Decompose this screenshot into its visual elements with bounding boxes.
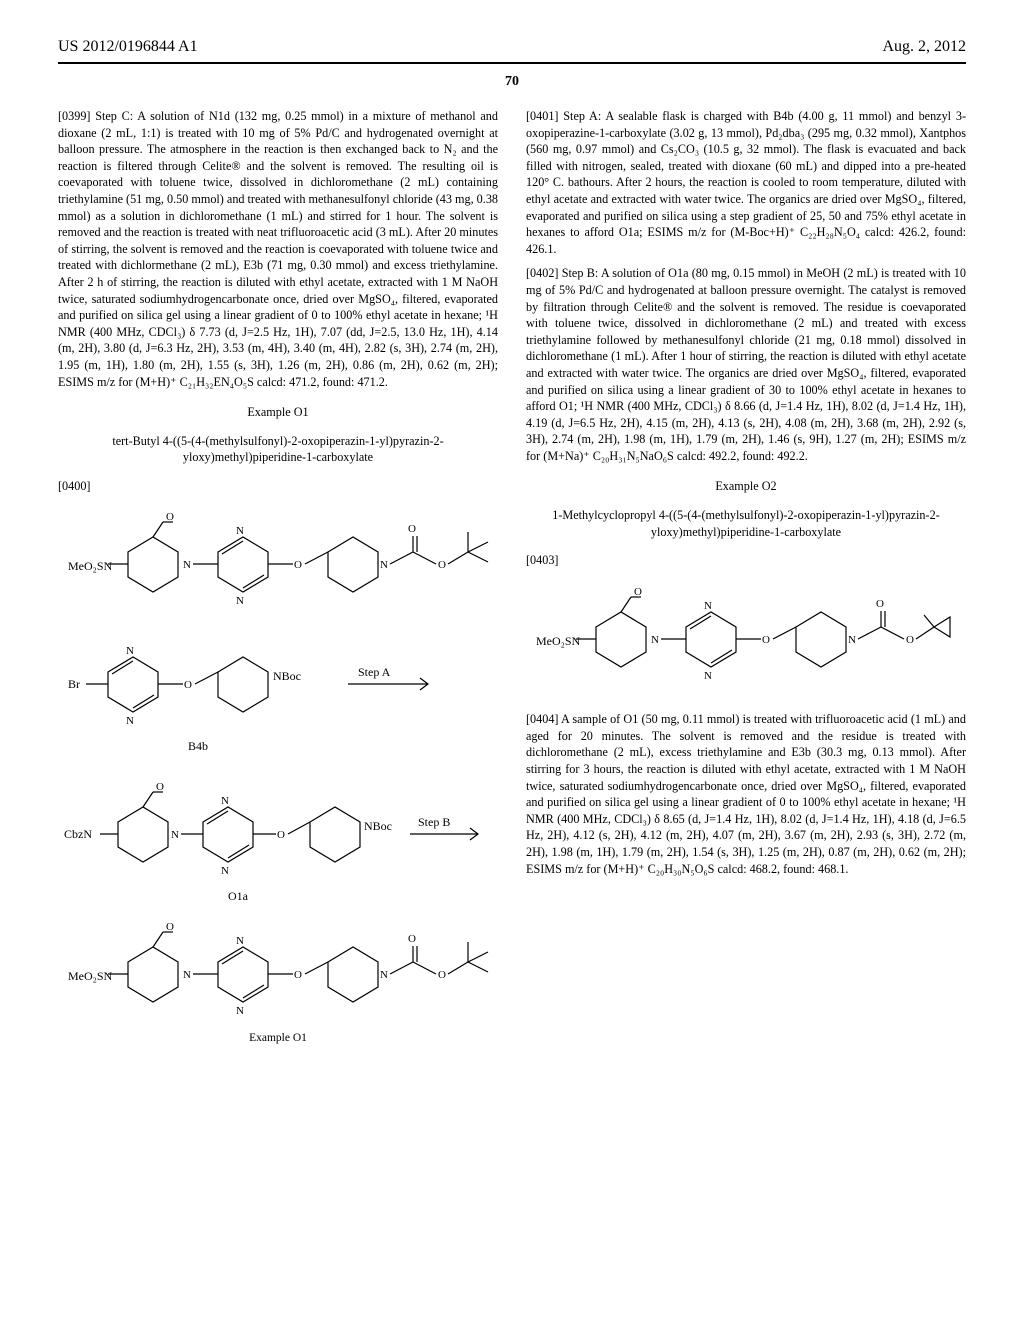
label-meo2sn: MeO₂SN <box>68 559 113 573</box>
svg-text:N: N <box>848 634 856 646</box>
para-number: [0403] <box>526 553 559 567</box>
svg-text:O: O <box>166 921 174 933</box>
para-0402: [0402] Step B: A solution of O1a (80 mg,… <box>526 265 966 464</box>
svg-text:O: O <box>762 634 770 646</box>
two-column-layout: [0399] Step C: A solution of N1d (132 mg… <box>58 108 966 1056</box>
page-number: 70 <box>58 74 966 90</box>
label-meo2sn: MeO₂SN <box>536 634 581 648</box>
compound-o2-name: 1-Methylcyclopropyl 4-((5-(4-(methylsulf… <box>552 507 940 540</box>
svg-text:O: O <box>408 933 416 945</box>
svg-text:O: O <box>294 559 302 571</box>
svg-text:MeO₂SN: MeO₂SN <box>68 969 113 983</box>
svg-text:O: O <box>277 829 285 841</box>
svg-text:N: N <box>380 969 388 981</box>
para-text: Step A: A sealable flask is charged with… <box>526 109 966 256</box>
svg-text:O: O <box>438 969 446 981</box>
svg-text:N: N <box>183 969 191 981</box>
para-number: [0399] <box>58 109 91 123</box>
label-step-a: Step A <box>358 665 391 679</box>
svg-text:N: N <box>221 795 229 807</box>
label-cbzn: CbzN <box>64 827 92 841</box>
svg-text:N: N <box>183 559 191 571</box>
para-number: [0401] <box>526 109 559 123</box>
para-number: [0402] <box>526 266 559 280</box>
svg-text:N: N <box>651 634 659 646</box>
svg-text:O: O <box>876 598 884 610</box>
para-0399: [0399] Step C: A solution of N1d (132 mg… <box>58 108 498 390</box>
example-o2-heading: Example O2 <box>526 478 966 495</box>
svg-text:O: O <box>156 781 164 793</box>
svg-text:N: N <box>171 829 179 841</box>
svg-text:O: O <box>438 559 446 571</box>
svg-text:N: N <box>236 595 244 607</box>
compound-o1-name: tert-Butyl 4-((5-(4-(methylsulfonyl)-2-o… <box>84 433 472 466</box>
example-o1-caption: Example O1 <box>58 1031 498 1047</box>
para-0401: [0401] Step A: A sealable flask is charg… <box>526 108 966 257</box>
label-br: Br <box>68 677 80 691</box>
svg-text:O: O <box>294 969 302 981</box>
chem-o2-svg: MeO₂SN O N N N O N <box>526 577 966 697</box>
svg-text:N: N <box>236 525 244 537</box>
svg-text:O: O <box>166 511 174 523</box>
para-text: A sample of O1 (50 mg, 0.11 mmol) is tre… <box>526 712 966 875</box>
para-0400: [0400] <box>58 478 498 495</box>
chem-scheme-svg: MeO₂SN O N N N O <box>58 502 498 1022</box>
para-text: Step C: A solution of N1d (132 mg, 0.25 … <box>58 109 498 389</box>
right-column: [0401] Step A: A sealable flask is charg… <box>526 108 966 1056</box>
svg-text:O: O <box>906 634 914 646</box>
svg-text:N: N <box>221 865 229 877</box>
label-b4b: B4b <box>188 739 208 753</box>
label-step-b: Step B <box>418 815 450 829</box>
svg-text:N: N <box>126 715 134 727</box>
label-nboc: NBoc <box>273 669 301 683</box>
svg-text:N: N <box>126 645 134 657</box>
svg-text:O: O <box>634 586 642 598</box>
label-o1a: O1a <box>228 889 249 903</box>
example-o1-heading: Example O1 <box>58 404 498 421</box>
svg-text:N: N <box>704 600 712 612</box>
publication-date: Aug. 2, 2012 <box>882 38 966 56</box>
para-0404: [0404] A sample of O1 (50 mg, 0.11 mmol)… <box>526 711 966 877</box>
structure-o2-figure: MeO₂SN O N N N O N <box>526 577 966 702</box>
para-number: [0404] <box>526 712 559 726</box>
svg-text:N: N <box>236 1005 244 1017</box>
left-column: [0399] Step C: A solution of N1d (132 mg… <box>58 108 498 1056</box>
scheme-o1-figure: MeO₂SN O N N N O <box>58 502 498 1046</box>
running-header: US 2012/0196844 A1 Aug. 2, 2012 <box>58 38 966 56</box>
header-rule <box>58 62 966 64</box>
svg-text:N: N <box>236 935 244 947</box>
patent-number: US 2012/0196844 A1 <box>58 38 198 56</box>
svg-text:O: O <box>408 523 416 535</box>
para-0403: [0403] <box>526 552 966 569</box>
svg-text:O: O <box>184 679 192 691</box>
svg-text:NBoc: NBoc <box>364 819 392 833</box>
para-text: Step B: A solution of O1a (80 mg, 0.15 m… <box>526 266 966 463</box>
svg-text:N: N <box>704 670 712 682</box>
svg-text:N: N <box>380 559 388 571</box>
para-number: [0400] <box>58 479 91 493</box>
